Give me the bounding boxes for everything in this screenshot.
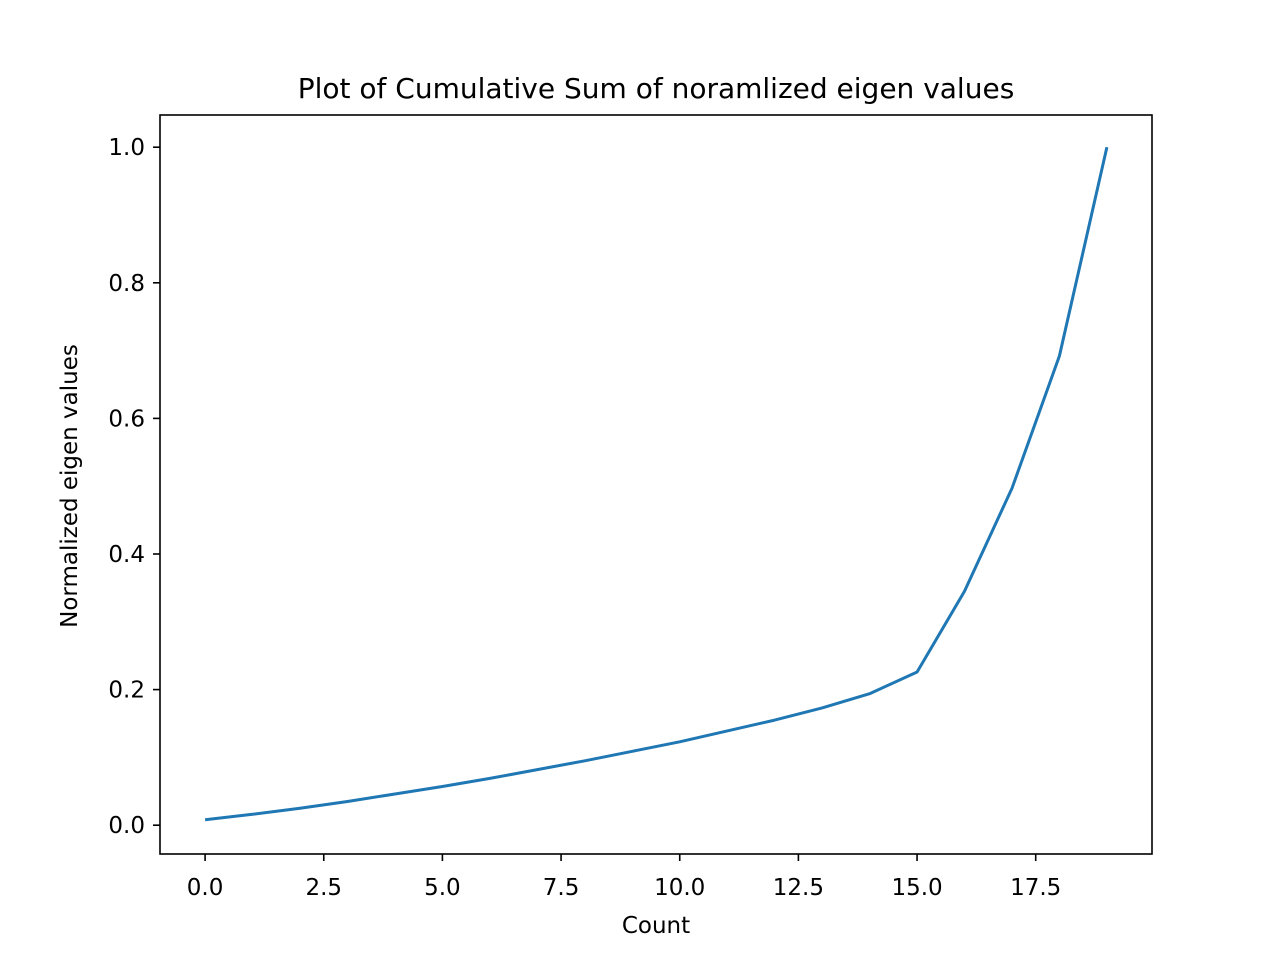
- x-tick-label: 0.0: [187, 875, 224, 901]
- y-axis: 0.0 0.2 0.4 0.6 0.8 1.0: [108, 135, 160, 839]
- y-tick-label: 0.8: [108, 271, 145, 297]
- chart-title: Plot of Cumulative Sum of noramlized eig…: [298, 72, 1015, 105]
- x-tick-label: 17.5: [1010, 875, 1061, 901]
- x-axis: 0.0 2.5 5.0 7.5 10.0 12.5 15.0 17.5: [187, 854, 1061, 901]
- x-tick-label: 2.5: [305, 875, 342, 901]
- x-axis-label: Count: [622, 913, 690, 939]
- series-layer: [204, 146, 1109, 822]
- axes-frame: [159, 114, 1153, 855]
- x-tick-label: 5.0: [424, 875, 461, 901]
- y-axis-label: Normalized eigen values: [57, 344, 83, 628]
- x-tick-label: 7.5: [543, 875, 580, 901]
- series-line: [204, 146, 1109, 822]
- y-tick-label: 0.6: [108, 406, 145, 432]
- plot-background: [160, 115, 1152, 854]
- plot-area: [160, 115, 1152, 854]
- y-tick-label: 0.4: [108, 542, 145, 568]
- x-tick-label: 15.0: [891, 875, 942, 901]
- x-tick-label: 10.0: [654, 875, 705, 901]
- y-tick-label: 1.0: [108, 135, 145, 161]
- y-tick-label: 0.2: [108, 678, 145, 704]
- x-tick-label: 12.5: [773, 875, 824, 901]
- y-tick-label: 0.0: [108, 813, 145, 839]
